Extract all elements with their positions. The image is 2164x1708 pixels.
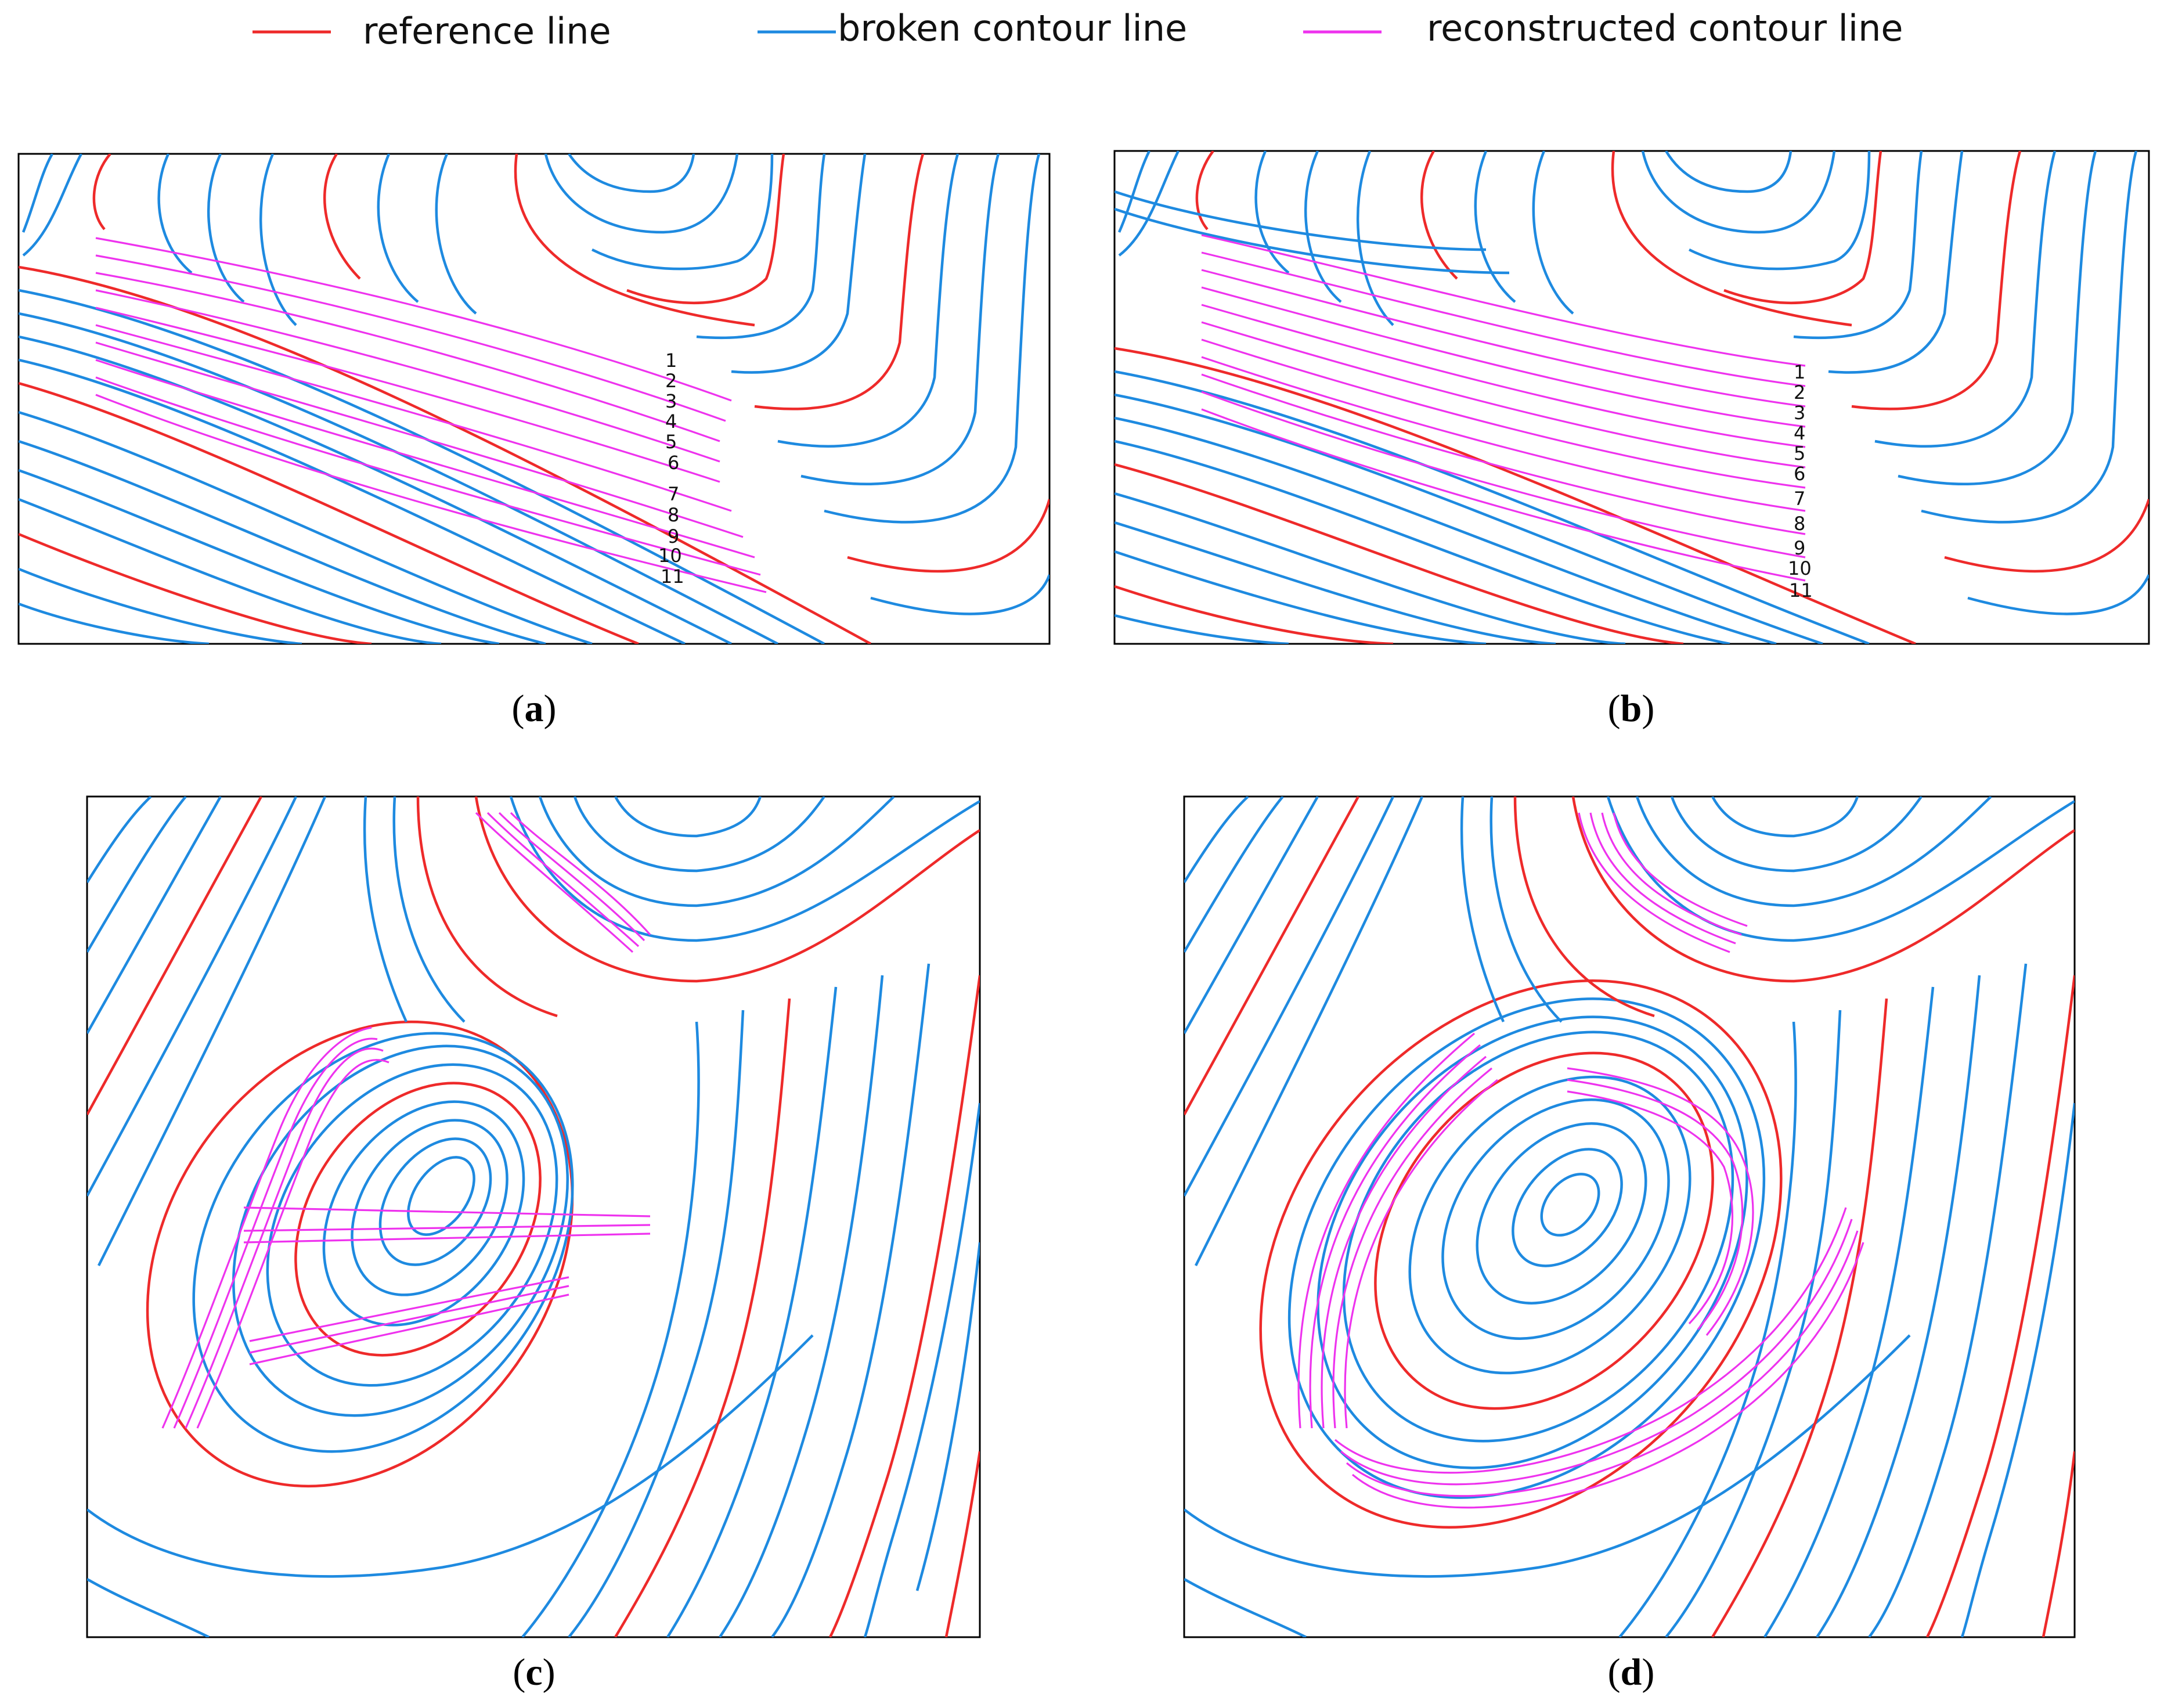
line-label: 8 — [1794, 513, 1805, 535]
line-label: 2 — [665, 370, 677, 392]
line-label: 11 — [661, 565, 684, 588]
line-label: 1 — [1794, 361, 1805, 383]
panel-a-line-labels: 1 2 3 4 5 6 7 8 9 10 11 — [658, 349, 684, 588]
panel-a: 1 2 3 4 5 6 7 8 9 10 11 (a) — [17, 153, 1051, 730]
panel-b-line-labels: 1 2 3 4 5 6 7 8 9 10 11 — [1788, 361, 1813, 601]
line-label: 1 — [665, 349, 677, 372]
line-label: 4 — [1794, 422, 1805, 444]
line-label: 5 — [665, 431, 677, 453]
line-label: 7 — [1794, 488, 1805, 510]
legend: reference line broken contour line recon… — [253, 7, 1903, 52]
line-label: 8 — [668, 504, 679, 526]
legend-label-broken: broken contour line — [838, 7, 1187, 49]
line-label: 2 — [1794, 381, 1805, 403]
panel-d: (d) — [1183, 795, 2076, 1693]
panel-a-frame — [17, 153, 1051, 645]
legend-label-reconstructed: reconstructed contour line — [1427, 7, 1903, 49]
panel-d-frame — [1183, 795, 2076, 1638]
panel-d-caption: (d) — [1608, 1651, 1655, 1693]
line-label: 3 — [665, 390, 677, 412]
line-label: 10 — [1788, 557, 1812, 579]
line-label: 6 — [668, 452, 679, 474]
legend-label-reference: reference line — [363, 10, 611, 52]
line-label: 5 — [1794, 442, 1805, 464]
panel-d-contours — [1184, 797, 2075, 1637]
panel-c-contours — [87, 797, 980, 1637]
line-label: 7 — [668, 483, 679, 505]
line-label: 4 — [665, 410, 677, 433]
line-label: 11 — [1789, 579, 1813, 601]
panel-b-contours — [1115, 151, 2149, 644]
panel-c-frame — [86, 795, 981, 1638]
panel-a-caption: (a) — [512, 687, 557, 730]
line-label: 9 — [668, 525, 679, 547]
line-label: 9 — [1794, 537, 1805, 559]
panel-b: 1 2 3 4 5 6 7 8 9 10 11 (b) — [1113, 150, 2150, 730]
panel-a-contours — [19, 154, 1049, 644]
panel-b-caption: (b) — [1608, 687, 1655, 730]
panel-c: (c) — [86, 795, 981, 1693]
line-label: 6 — [1794, 463, 1805, 485]
line-label: 3 — [1794, 402, 1805, 424]
panel-c-caption: (c) — [513, 1651, 555, 1693]
line-label: 10 — [658, 545, 682, 567]
